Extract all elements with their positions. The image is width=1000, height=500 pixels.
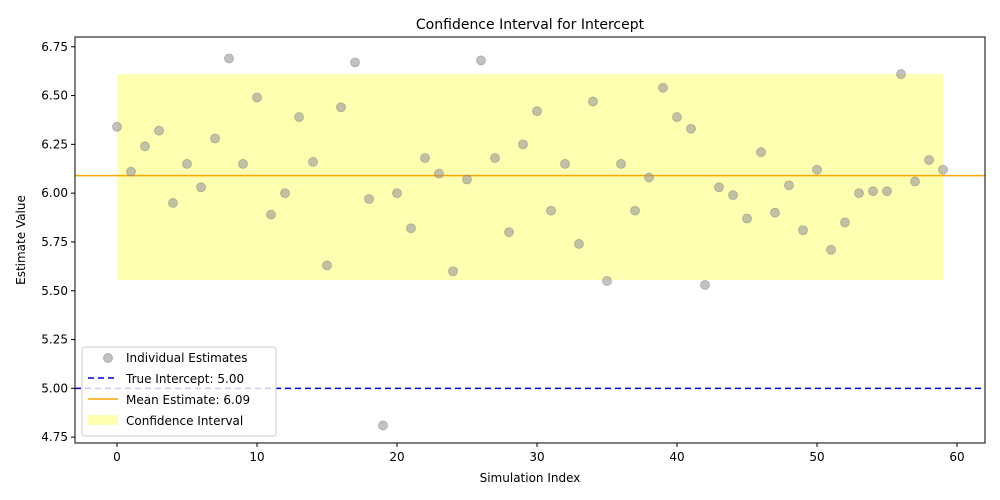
scatter-point [770,207,780,218]
scatter-point [168,198,178,208]
scatter-point [182,158,192,169]
x-axis-label: Simulation Index [480,471,581,485]
scatter-point [854,188,864,199]
scatter-point [742,213,752,224]
y-tick-label: 6.25 [41,137,68,151]
y-tick-label: 5.50 [41,284,68,298]
scatter-point [714,182,724,193]
scatter-point [756,147,766,158]
x-tick-label: 30 [529,450,544,464]
y-tick-label: 5.00 [41,381,68,395]
scatter-point [280,188,290,199]
x-tick-label: 50 [809,450,824,464]
legend-patch-confidence [88,415,118,425]
scatter-point [630,205,640,216]
scatter-point [602,276,612,286]
scatter-point [784,180,794,191]
scatter-point [336,102,346,113]
scatter-point [672,112,682,122]
plot-frame [74,36,986,444]
scatter-point [294,112,304,122]
y-tick-label: 5.75 [41,235,68,249]
legend-label-estimates: Individual Estimates [126,351,248,365]
y-tick-label: 5.25 [41,333,68,347]
scatter-point [826,244,836,255]
scatter-point [644,172,654,183]
y-axis: 4.75 5.00 5.25 5.50 5.75 6.00 6.25 6.50 6.75 [41,40,75,444]
scatter-point [308,157,318,167]
scatter-point [224,53,234,64]
scatter-point [686,123,696,134]
chart-title: Confidence Interval for Intercept [416,17,645,33]
scatter-point [910,176,920,187]
scatter-point [238,158,248,169]
scatter-point [868,186,878,197]
scatter-point [560,158,570,169]
scatter-point [896,69,906,79]
scatter-point [266,209,276,220]
scatter-point [616,158,626,169]
scatter-point [406,223,416,234]
scatter-point [882,186,892,197]
x-tick-label: 20 [389,450,404,464]
scatter-point [210,133,220,144]
y-tick-label: 6.00 [41,186,68,200]
scatter-point [518,139,528,150]
scatter-point [532,106,542,117]
scatter-point [546,205,556,216]
confidence-interval-band [117,74,943,281]
scatter-point [504,227,514,238]
y-tick-label: 6.75 [41,40,68,54]
legend-label-mean-estimate: Mean Estimate: 6.09 [126,393,250,407]
x-axis: 0 10 20 30 40 50 60 [113,443,965,464]
plot-area [75,53,985,431]
scatter-point [378,420,388,431]
scatter-point [392,188,402,199]
legend-label-true-intercept: True Intercept: 5.00 [125,372,244,386]
scatter-point [840,217,850,228]
scatter-point [462,174,472,185]
scatter-point [798,225,808,236]
scatter-point [112,121,122,132]
scatter-point [154,125,164,136]
legend-marker-estimates [103,353,113,363]
scatter-point [476,55,486,66]
scatter-point [658,82,668,93]
legend-box [81,346,277,437]
scatter-point [364,194,374,204]
scatter-point [252,92,262,103]
x-tick-label: 60 [949,450,964,464]
legend: Individual Estimates True Intercept: 5.0… [81,346,277,437]
scatter-point [196,182,206,193]
scatter-point [350,57,360,68]
x-tick-label: 10 [249,450,264,464]
x-tick-label: 40 [669,450,684,464]
scatter-point [448,266,458,277]
scatter-point [140,141,150,152]
scatter-point [322,260,332,271]
scatter-point [700,279,710,290]
scatter-point [588,96,598,107]
scatter-point [490,153,500,163]
scatter-point [812,164,822,175]
scatter-point [434,168,444,179]
scatter-point [938,164,948,175]
y-tick-label: 6.50 [41,89,68,103]
y-tick-label: 4.75 [41,430,68,444]
scatter-point [574,239,584,249]
legend-label-confidence: Confidence Interval [126,414,243,428]
x-tick-label: 0 [113,450,121,464]
scatter-point [728,190,738,201]
y-axis-label: Estimate Value [14,195,28,285]
scatter-point [924,155,934,165]
scatter-point [126,166,136,177]
scatter-point [420,153,430,163]
